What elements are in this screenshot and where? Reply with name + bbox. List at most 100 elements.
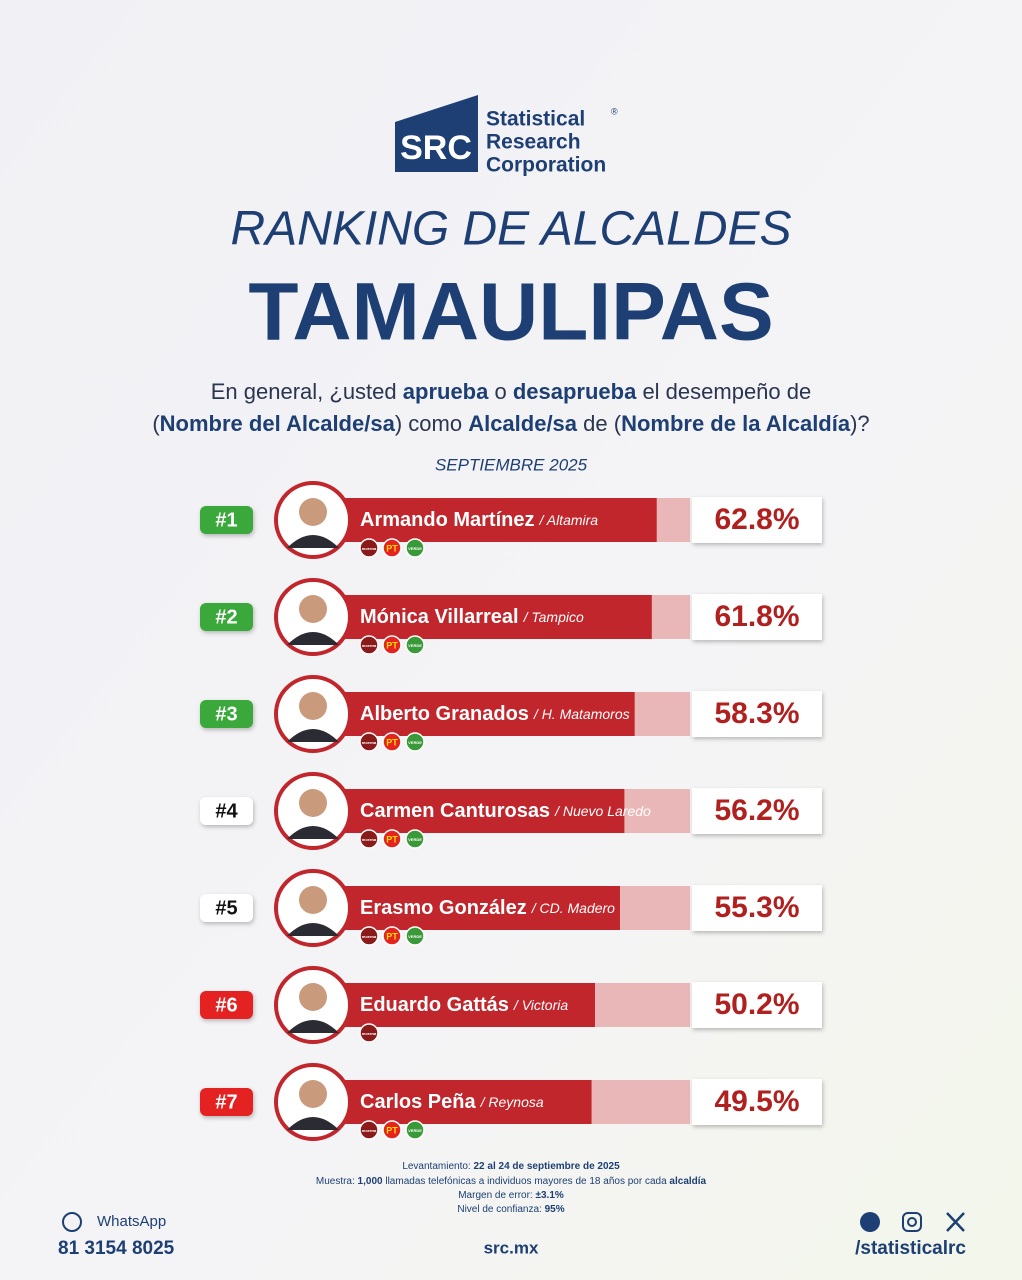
party-logo (359, 829, 379, 849)
value-box (692, 885, 822, 931)
mayor-name: Mónica Villarreal / Tampico (360, 606, 584, 628)
text-segment: llamadas telefónicas a individuos mayore… (383, 1176, 670, 1187)
value-box (692, 497, 822, 543)
party-label: VERDE (408, 934, 422, 939)
party-logo (382, 635, 402, 655)
x-icon[interactable] (946, 1212, 965, 1232)
party-logo (382, 926, 402, 946)
party-label: VERDE (408, 740, 422, 745)
rank-label: #2 (215, 606, 237, 628)
logo-line: Research (486, 131, 581, 154)
instagram-icon[interactable] (902, 1212, 922, 1232)
value-label: 50.2% (714, 988, 799, 1021)
party-logo (405, 732, 425, 752)
text-segment: Levantamiento: (402, 1161, 473, 1172)
party-label: PT (386, 543, 398, 553)
value-label: 55.3% (714, 891, 799, 924)
text-segment: desaprueba (513, 379, 637, 404)
party-label: morena (362, 1128, 377, 1133)
city: / H. Matamoros (533, 706, 630, 722)
rank-badge (200, 700, 253, 728)
party-label: VERDE (408, 546, 422, 551)
party-logo (359, 926, 379, 946)
text-segment: alcaldía (669, 1176, 706, 1187)
value-box (692, 982, 822, 1028)
city: / Tampico (523, 609, 584, 625)
text-segment: Alcalde/sa (468, 411, 578, 436)
value-box (692, 788, 822, 834)
rank-label: #7 (215, 1091, 237, 1113)
text-segment: ±3.1% (535, 1190, 563, 1201)
text-segment: Nivel de confianza: (457, 1204, 544, 1215)
party-logo (359, 1023, 379, 1043)
rank-label: #3 (215, 703, 237, 725)
value-box (692, 691, 822, 737)
rank-label: #4 (215, 800, 238, 822)
rank-badge (200, 991, 253, 1019)
photo-head (299, 789, 327, 817)
survey-note: Levantamiento: 22 al 24 de septiembre de… (402, 1161, 620, 1172)
mayor-name-text: Mónica Villarreal (360, 606, 519, 628)
question-line: (Nombre del Alcalde/sa) como Alcalde/sa … (152, 411, 869, 436)
bar (345, 1080, 592, 1124)
mayor-name-text: Eduardo Gattás (360, 994, 509, 1016)
facebook-icon[interactable] (860, 1212, 880, 1232)
survey-note: Nivel de confianza: 95% (457, 1204, 564, 1215)
survey-note: Margen de error: ±3.1% (458, 1190, 564, 1201)
party-label: morena (362, 740, 377, 745)
rank-badge (200, 1088, 253, 1116)
logo-line: Statistical (486, 108, 585, 131)
mayor-name: Eduardo Gattás / Victoria (360, 994, 568, 1016)
party-logo (382, 829, 402, 849)
party-logo (405, 635, 425, 655)
whatsapp-icon (62, 1212, 82, 1232)
mayor-name: Carmen Canturosas / Nuevo Laredo (360, 800, 651, 822)
logo-reg: ® (611, 106, 618, 116)
photo-body (287, 826, 339, 839)
rank-badge (200, 894, 253, 922)
bar (345, 886, 620, 930)
bar (345, 789, 625, 833)
text-segment: Nombre de la Alcaldía (621, 411, 851, 436)
logo-mark: SRC (400, 129, 472, 167)
text-segment: Muestra: (316, 1176, 358, 1187)
party-logo (359, 538, 379, 558)
party-label: VERDE (408, 1128, 422, 1133)
photo-head (299, 886, 327, 914)
party-logo (382, 1120, 402, 1140)
text-segment: Nombre del Alcalde/sa (160, 411, 396, 436)
city: / Altamira (538, 512, 598, 528)
instagram-lens (907, 1217, 917, 1227)
party-label: PT (386, 640, 398, 650)
party-label: morena (362, 1031, 377, 1036)
photo-head (299, 595, 327, 623)
mayor-name: Carlos Peña / Reynosa (360, 1091, 544, 1113)
party-logo (382, 732, 402, 752)
photo-head (299, 692, 327, 720)
logo-line: Corporation (486, 154, 606, 177)
text-segment: )? (850, 411, 870, 436)
kicker: RANKING DE ALCALDES (230, 203, 791, 256)
party-logo (359, 732, 379, 752)
date: SEPTIEMBRE 2025 (435, 455, 588, 474)
bar (345, 692, 635, 736)
rank-badge (200, 603, 253, 631)
city: / CD. Madero (531, 900, 615, 916)
text-segment: Margen de error: (458, 1190, 535, 1201)
party-logo (359, 635, 379, 655)
photo-body (287, 729, 339, 742)
text-segment: En general, ¿usted (211, 379, 403, 404)
photo-body (287, 923, 339, 936)
value-label: 58.3% (714, 697, 799, 730)
bar (345, 498, 657, 542)
mayor-name: Alberto Granados / H. Matamoros (360, 703, 630, 725)
text-segment: 22 al 24 de septiembre de 2025 (473, 1161, 620, 1172)
mayor-name-text: Carlos Peña (360, 1091, 476, 1113)
text-segment: aprueba (403, 379, 489, 404)
party-logo (405, 538, 425, 558)
mayor-name-text: Armando Martínez (360, 509, 534, 531)
rank-label: #6 (215, 994, 237, 1016)
